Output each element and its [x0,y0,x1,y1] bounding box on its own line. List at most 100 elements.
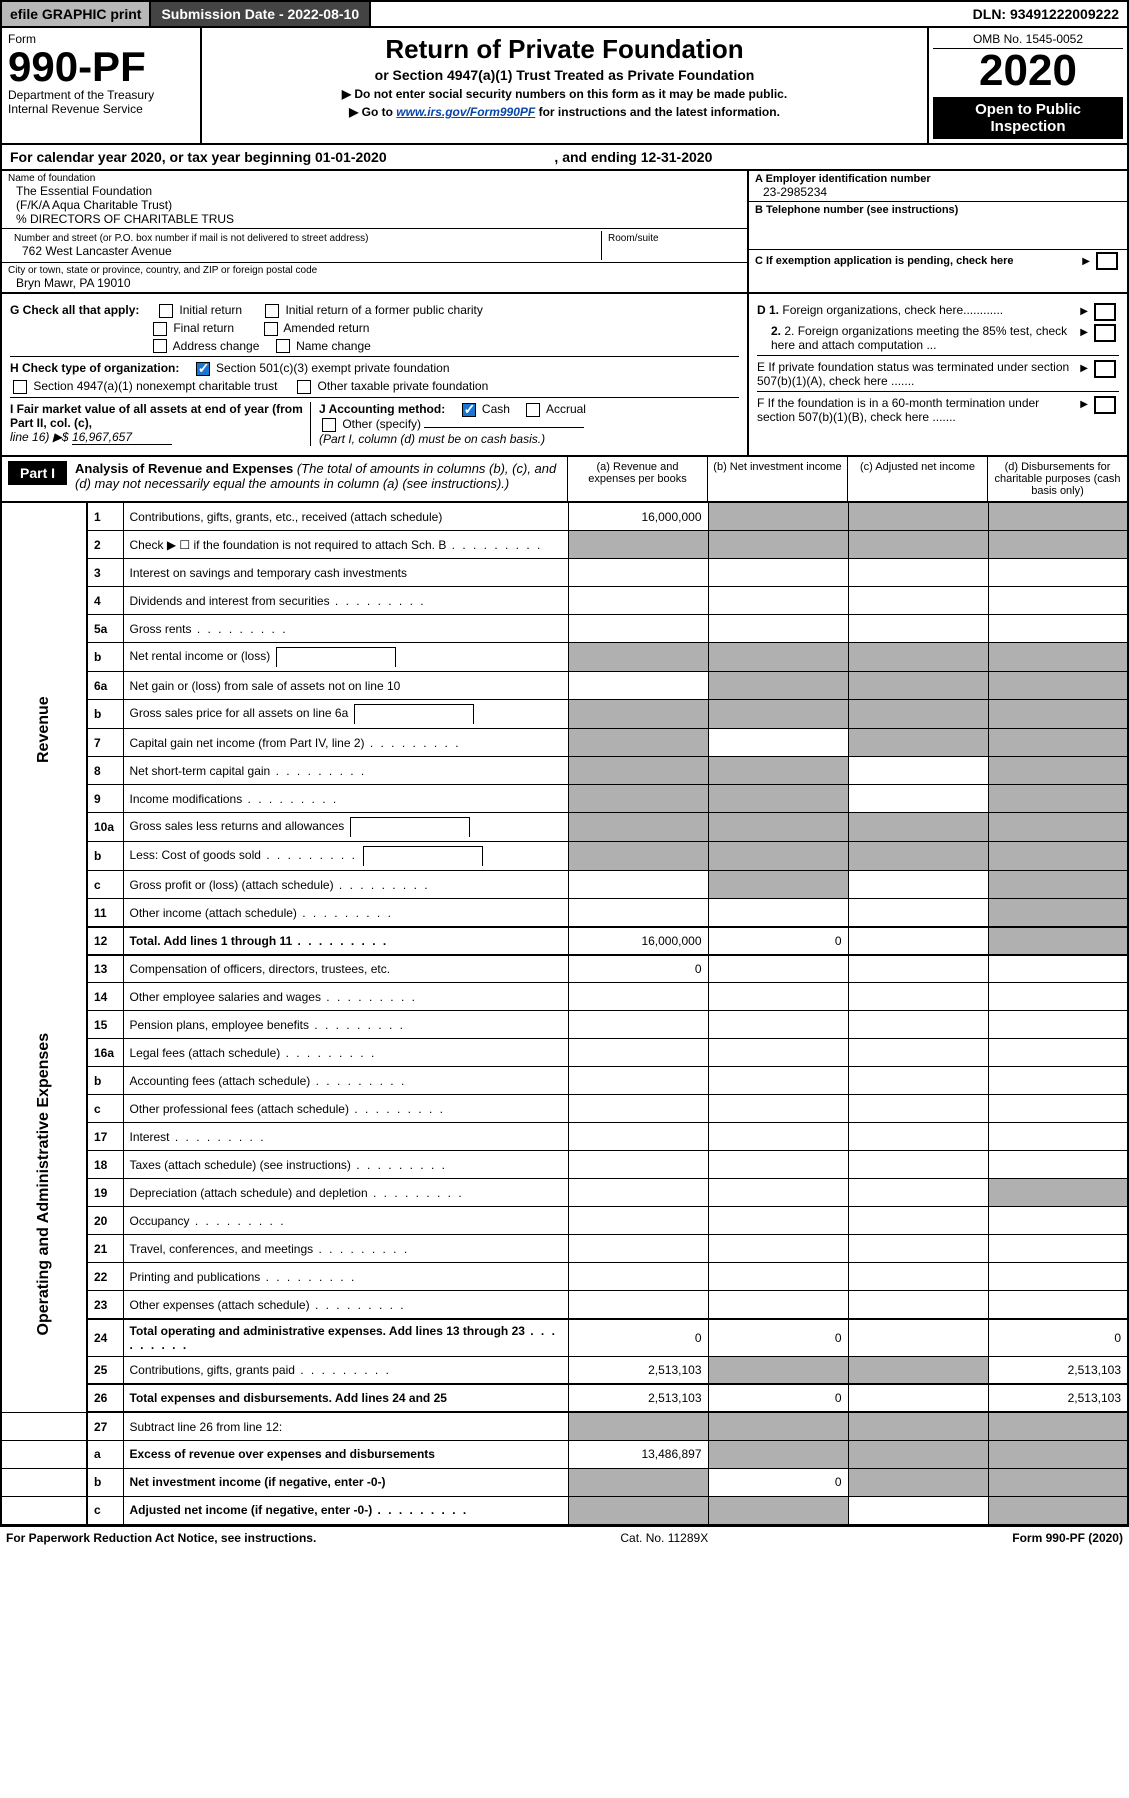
line-description: Compensation of officers, directors, tru… [123,955,568,983]
ein-label: A Employer identification number [755,173,1121,185]
inline-amount-box[interactable] [363,846,483,866]
amount-cell-a [568,1235,708,1263]
amount-cell-a: 16,000,000 [568,503,708,531]
amount-cell-a [568,1263,708,1291]
h1-label: Section 501(c)(3) exempt private foundat… [216,361,449,375]
irs-link[interactable]: www.irs.gov/Form990PF [396,105,535,119]
line-description: Printing and publications [123,1263,568,1291]
f-checkbox[interactable] [1094,396,1116,414]
line-description: Less: Cost of goods sold [123,842,568,871]
line-number: 17 [87,1123,123,1151]
amount-cell-b: 0 [708,1319,848,1357]
accrual-checkbox[interactable] [526,403,540,417]
d1-checkbox[interactable] [1094,303,1116,321]
amount-cell-b [708,672,848,700]
form-note-link-row: ▶ Go to www.irs.gov/Form990PF for instru… [208,105,921,119]
amount-cell-a [568,1291,708,1319]
amount-cell-d [988,587,1128,615]
inline-amount-box[interactable] [354,704,474,724]
amount-cell-a [568,785,708,813]
j1-label: Cash [482,402,510,416]
arrow-icon [1080,324,1091,352]
amount-cell-d [988,1468,1128,1496]
amount-cell-c [848,899,988,927]
table-row: bLess: Cost of goods sold [1,842,1128,871]
amount-cell-a [568,813,708,842]
e-checkbox[interactable] [1094,360,1116,378]
line-number: b [87,842,123,871]
address-change-checkbox[interactable] [153,339,167,353]
open-to-public-badge: Open to Public Inspection [933,97,1123,139]
i-label: I Fair market value of all assets at end… [10,402,303,430]
amount-cell-b: 0 [708,1384,848,1412]
table-row: 8Net short-term capital gain [1,757,1128,785]
name-change-checkbox[interactable] [276,339,290,353]
line-number: c [87,1496,123,1524]
line-number: 19 [87,1179,123,1207]
other-taxable-checkbox[interactable] [297,380,311,394]
amount-cell-c [848,1319,988,1357]
room-label: Room/suite [608,233,735,244]
line-description: Accounting fees (attach schedule) [123,1067,568,1095]
amount-cell-d [988,1067,1128,1095]
efile-print-button[interactable]: efile GRAPHIC print [2,2,151,26]
inline-amount-box[interactable] [350,817,470,837]
line-description: Taxes (attach schedule) (see instruction… [123,1151,568,1179]
table-row: cGross profit or (loss) (attach schedule… [1,871,1128,899]
amount-cell-d [988,1151,1128,1179]
exemption-checkbox[interactable] [1096,252,1118,270]
amount-cell-a [568,1011,708,1039]
table-row: 10aGross sales less returns and allowanc… [1,813,1128,842]
g2-label: Initial return of a former public charit… [285,303,482,317]
amount-cell-b [708,1039,848,1067]
line-number: 9 [87,785,123,813]
amount-cell-b [708,531,848,559]
amount-cell-b: 0 [708,1468,848,1496]
amount-cell-d [988,531,1128,559]
line-description: Total operating and administrative expen… [123,1319,568,1357]
table-row: 12Total. Add lines 1 through 1116,000,00… [1,927,1128,955]
inline-amount-box[interactable] [276,647,396,667]
amount-cell-b [708,899,848,927]
amount-cell-b [708,983,848,1011]
501c3-checkbox[interactable] [196,362,210,376]
amount-cell-c [848,813,988,842]
line-number: 6a [87,672,123,700]
line-description: Check ▶ ☐ if the foundation is not requi… [123,531,568,559]
g6-label: Name change [296,339,371,353]
amount-cell-a [568,587,708,615]
4947-checkbox[interactable] [13,380,27,394]
line-number: 2 [87,531,123,559]
line-description: Contributions, gifts, grants, etc., rece… [123,503,568,531]
amount-cell-a [568,1039,708,1067]
footer-left: For Paperwork Reduction Act Notice, see … [6,1531,316,1545]
initial-former-checkbox[interactable] [265,304,279,318]
line-number: 25 [87,1356,123,1384]
e-label: E If private foundation status was termi… [757,360,1080,388]
table-row: 11Other income (attach schedule) [1,899,1128,927]
amount-cell-d: 0 [988,1319,1128,1357]
initial-return-checkbox[interactable] [159,304,173,318]
amount-cell-a [568,672,708,700]
amended-return-checkbox[interactable] [264,322,278,336]
goto-prefix: ▶ Go to [349,105,396,119]
amount-cell-a [568,1412,708,1440]
table-row: 5aGross rents [1,615,1128,643]
amount-cell-d [988,700,1128,729]
name-label: Name of foundation [8,173,741,184]
amount-cell-b [708,700,848,729]
line-description: Pension plans, employee benefits [123,1011,568,1039]
cash-checkbox[interactable] [462,403,476,417]
line-number: 26 [87,1384,123,1412]
d2-checkbox[interactable] [1094,324,1116,342]
i-line-prefix: line 16) ▶$ [10,430,72,444]
line-number: b [87,1468,123,1496]
table-row: bGross sales price for all assets on lin… [1,700,1128,729]
amount-cell-c [848,871,988,899]
other-method-checkbox[interactable] [322,418,336,432]
form-title: Return of Private Foundation [208,34,921,65]
goto-suffix: for instructions and the latest informat… [539,105,780,119]
amount-cell-c [848,643,988,672]
final-return-checkbox[interactable] [153,322,167,336]
line-number: 10a [87,813,123,842]
